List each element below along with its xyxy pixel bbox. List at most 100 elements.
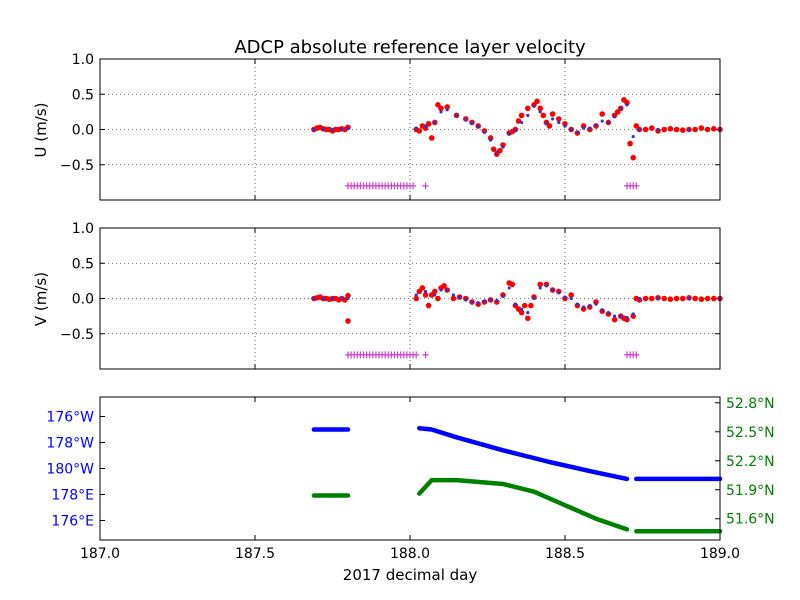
y-tick-label: 0.0: [72, 292, 94, 308]
y-tick-label: 0.5: [72, 256, 94, 272]
raw-velocity-point: [627, 141, 633, 147]
smoothed-velocity-point: [483, 131, 486, 134]
smoothed-velocity-point: [477, 125, 480, 128]
smoothed-velocity-point: [415, 126, 418, 129]
chart-title: ADCP absolute reference layer velocity: [234, 37, 586, 58]
smoothed-velocity-point: [570, 128, 573, 131]
raw-velocity-point: [711, 126, 717, 132]
smoothed-velocity-point: [520, 307, 523, 310]
raw-velocity-point: [435, 296, 441, 302]
raw-velocity-point: [534, 99, 540, 105]
raw-velocity-point: [692, 296, 698, 302]
smoothed-velocity-point: [687, 128, 690, 131]
y-tick-label: 1.0: [72, 221, 94, 237]
smoothed-velocity-point: [551, 288, 554, 291]
latitude-tick-label: 52.5°N: [726, 425, 775, 441]
raw-velocity-point: [680, 127, 686, 133]
raw-velocity-point: [674, 296, 680, 302]
smoothed-velocity-point: [495, 150, 498, 153]
raw-velocity-point: [692, 127, 698, 133]
smoothed-velocity-point: [582, 305, 585, 308]
smoothed-velocity-point: [638, 128, 641, 131]
smoothed-velocity-point: [607, 311, 610, 314]
smoothed-velocity-point: [433, 121, 436, 124]
smoothed-velocity-point: [340, 128, 343, 131]
smoothed-velocity-point: [501, 146, 504, 149]
raw-velocity-point: [541, 113, 547, 119]
v-axis-label: V (m/s): [32, 272, 50, 326]
raw-velocity-point: [643, 296, 649, 302]
raw-velocity-point: [649, 125, 655, 131]
smoothed-velocity-point: [576, 303, 579, 306]
smoothed-velocity-point: [452, 293, 455, 296]
smoothed-velocity-point: [656, 128, 659, 131]
raw-velocity-point: [550, 111, 556, 117]
smoothed-velocity-point: [570, 297, 573, 300]
figure-background: [0, 0, 800, 600]
x-tick-label: 188.0: [390, 546, 430, 562]
raw-velocity-point: [668, 126, 674, 132]
smoothed-velocity-point: [458, 295, 461, 298]
smoothed-velocity-point: [539, 286, 542, 289]
smoothed-velocity-point: [557, 121, 560, 124]
raw-velocity-point: [599, 111, 605, 117]
smoothed-velocity-point: [594, 303, 597, 306]
raw-velocity-point: [661, 127, 667, 133]
smoothed-velocity-point: [532, 105, 535, 108]
raw-velocity-point: [522, 303, 528, 309]
raw-velocity-point: [528, 303, 534, 309]
longitude-tick-label: 176°W: [46, 410, 94, 426]
y-tick-label: 1.0: [72, 52, 94, 68]
smoothed-velocity-point: [613, 115, 616, 118]
smoothed-velocity-point: [687, 297, 690, 300]
smoothed-velocity-point: [331, 128, 334, 131]
raw-velocity-point: [630, 155, 636, 161]
longitude-tick-label: 178°E: [51, 488, 94, 504]
smoothed-velocity-point: [582, 126, 585, 129]
y-tick-label: 0.5: [72, 87, 94, 103]
smoothed-velocity-point: [526, 311, 529, 314]
raw-velocity-point: [705, 127, 711, 133]
smoothed-velocity-point: [588, 126, 591, 129]
smoothed-velocity-point: [470, 300, 473, 303]
raw-velocity-point: [426, 303, 432, 309]
smoothed-velocity-point: [601, 119, 604, 122]
smoothed-velocity-point: [464, 118, 467, 121]
smoothed-velocity-point: [483, 300, 486, 303]
longitude-tick-label: 180°W: [46, 462, 94, 478]
x-tick-label: 187.0: [80, 546, 120, 562]
smoothed-velocity-point: [415, 293, 418, 296]
smoothed-velocity-point: [607, 121, 610, 124]
raw-velocity-point: [510, 282, 516, 288]
y-tick-label: −0.5: [60, 327, 94, 343]
smoothed-velocity-point: [346, 127, 349, 130]
smoothed-velocity-point: [331, 297, 334, 300]
smoothed-velocity-point: [588, 304, 591, 307]
smoothed-velocity-point: [514, 303, 517, 306]
raw-velocity-point: [525, 315, 531, 321]
raw-velocity-point: [643, 127, 649, 133]
smoothed-velocity-point: [439, 288, 442, 291]
smoothed-velocity-point: [551, 117, 554, 120]
smoothed-velocity-point: [455, 114, 458, 117]
raw-velocity-point: [649, 296, 655, 302]
smoothed-velocity-point: [464, 298, 467, 301]
smoothed-velocity-point: [613, 315, 616, 318]
smoothed-velocity-point: [477, 301, 480, 304]
raw-velocity-point: [420, 285, 426, 291]
smoothed-velocity-point: [632, 312, 635, 315]
x-tick-label: 187.5: [235, 546, 275, 562]
smoothed-velocity-point: [489, 298, 492, 301]
smoothed-velocity-point: [625, 103, 628, 106]
smoothed-velocity-point: [576, 131, 579, 134]
smoothed-velocity-point: [508, 286, 511, 289]
raw-velocity-point: [429, 135, 435, 141]
smoothed-velocity-point: [532, 297, 535, 300]
raw-velocity-point: [674, 127, 680, 133]
raw-velocity-point: [345, 318, 351, 324]
x-axis-label: 2017 decimal day: [343, 566, 478, 584]
smoothed-velocity-point: [446, 108, 449, 111]
latitude-tick-label: 52.2°N: [726, 454, 775, 470]
longitude-tick-label: 178°W: [46, 436, 94, 452]
smoothed-velocity-point: [470, 122, 473, 125]
